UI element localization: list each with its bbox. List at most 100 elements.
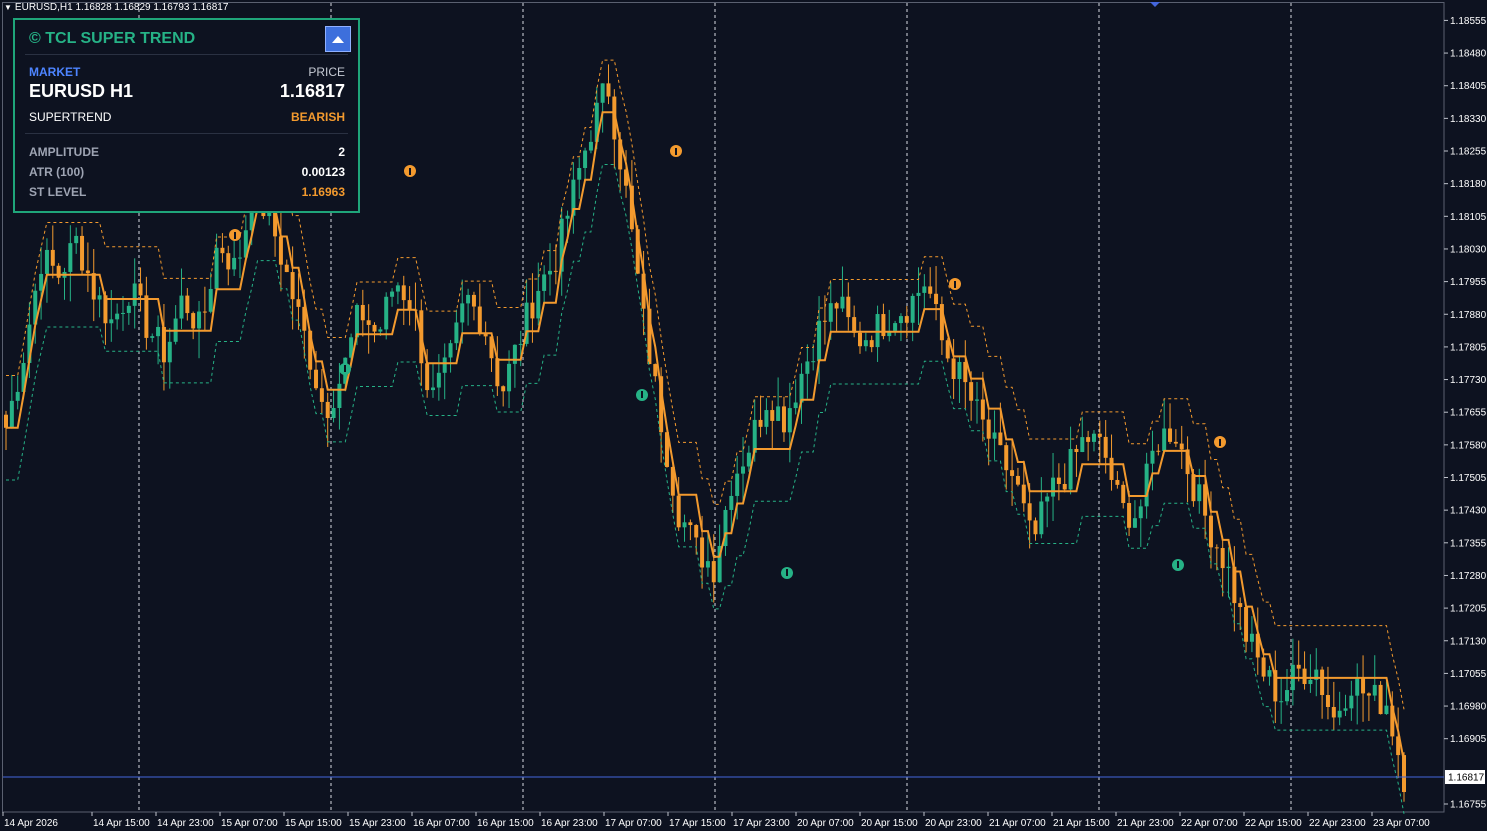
candle-body: [1015, 475, 1020, 485]
candle-body: [705, 561, 710, 568]
candle-body: [1232, 566, 1237, 604]
candle-body: [349, 337, 354, 358]
time-tick-label: 17 Apr 23:00: [733, 818, 790, 829]
candle-body: [547, 270, 552, 275]
price-tick-label: 1.18405: [1450, 81, 1487, 92]
candle-body: [44, 249, 49, 274]
price-tick-label: 1.18030: [1450, 244, 1487, 255]
time-tick-label: 20 Apr 23:00: [925, 818, 982, 829]
candle-body: [1197, 484, 1202, 502]
candle-body: [904, 316, 909, 323]
candle-body: [676, 495, 681, 528]
candle-body: [1331, 707, 1336, 718]
candle-body: [659, 376, 664, 433]
candle-body: [1179, 443, 1184, 450]
candle-body: [1238, 603, 1243, 608]
candle-body: [1045, 496, 1050, 502]
candle-body: [1244, 607, 1249, 642]
candle-body: [68, 243, 73, 272]
candle-body: [647, 308, 652, 365]
candle-body: [741, 466, 746, 474]
candle-body: [1255, 633, 1260, 658]
candle-body: [670, 466, 675, 496]
candle-body: [1121, 484, 1126, 504]
candle-body: [1115, 479, 1120, 485]
candle-body: [735, 473, 740, 496]
time-tick-label: 16 Apr 15:00: [477, 818, 534, 829]
candle-body: [501, 386, 506, 392]
candle-body: [85, 270, 90, 274]
price-tick-label: 1.17130: [1450, 636, 1487, 647]
candle-body: [243, 230, 248, 258]
candle-body: [290, 272, 295, 300]
candle-body: [1308, 679, 1313, 685]
candle-body: [1156, 450, 1161, 452]
candle-body: [115, 313, 120, 320]
candle-body: [466, 294, 471, 304]
candle-body: [436, 372, 441, 388]
candle-body: [495, 358, 500, 387]
candle-body: [1168, 428, 1173, 442]
candle-body: [1109, 457, 1114, 480]
candle-body: [50, 249, 55, 266]
candle-body: [910, 295, 915, 323]
symbol-info-bar: ▼ EURUSD,H1 1.16828 1.16829 1.16793 1.168…: [0, 0, 234, 16]
candle-body: [893, 323, 898, 331]
candle-body: [688, 522, 693, 526]
candle-body: [1337, 710, 1342, 718]
candle-body: [1132, 518, 1137, 528]
candle-body: [717, 546, 722, 583]
price-tick-label: 1.18480: [1450, 49, 1487, 60]
candle-body: [15, 391, 20, 401]
candle-body: [1285, 690, 1290, 702]
price-tick-label: 1.17505: [1450, 473, 1487, 484]
time-tick-label: 21 Apr 23:00: [1117, 818, 1174, 829]
dropdown-triangle-icon[interactable]: ▼: [4, 3, 12, 12]
candle-body: [144, 295, 149, 338]
candle-body: [372, 324, 377, 332]
candle-body: [1103, 436, 1108, 458]
candle-body: [1203, 484, 1208, 516]
candle-body: [1056, 477, 1061, 484]
candle-body: [752, 419, 757, 453]
candle-body: [612, 96, 617, 140]
candle-body: [1185, 449, 1190, 475]
candle-body: [1279, 701, 1284, 703]
candle-body: [951, 358, 956, 380]
candle-body: [226, 253, 231, 270]
candle-body: [1086, 437, 1091, 442]
candle-body: [934, 293, 939, 305]
candle-body: [822, 320, 827, 322]
candle-body: [214, 247, 219, 289]
candle-body: [998, 432, 1003, 446]
candle-body: [1138, 506, 1143, 519]
candle-body: [817, 320, 822, 362]
candle-body: [512, 344, 517, 364]
collapse-button[interactable]: [325, 26, 351, 52]
candle-body: [1302, 668, 1307, 685]
symbol-name: EURUSD H1: [29, 81, 134, 101]
candle-body: [1296, 664, 1301, 669]
candle-body: [588, 141, 593, 151]
st-level-label: ST LEVEL: [29, 185, 87, 199]
candle-body: [1021, 484, 1026, 504]
price-tick-label: 1.18555: [1450, 16, 1487, 27]
candle-body: [477, 306, 482, 334]
candle-body: [1039, 501, 1044, 535]
candle-body: [232, 257, 237, 270]
candle-body: [156, 326, 161, 337]
price-tick-label: 1.18255: [1450, 147, 1487, 158]
candle-body: [91, 273, 96, 300]
time-tick-label: 15 Apr 23:00: [349, 818, 406, 829]
candle-body: [1390, 705, 1395, 737]
candle-body: [460, 303, 465, 323]
candle-body: [898, 316, 903, 324]
candle-body: [828, 303, 833, 322]
candle-body: [120, 312, 125, 314]
candle-body: [273, 205, 278, 237]
candle-body: [4, 414, 8, 428]
candle-body: [1051, 477, 1056, 497]
candle-body: [80, 235, 85, 271]
lower-band-line: [6, 164, 1405, 814]
candle-body: [1320, 669, 1325, 696]
